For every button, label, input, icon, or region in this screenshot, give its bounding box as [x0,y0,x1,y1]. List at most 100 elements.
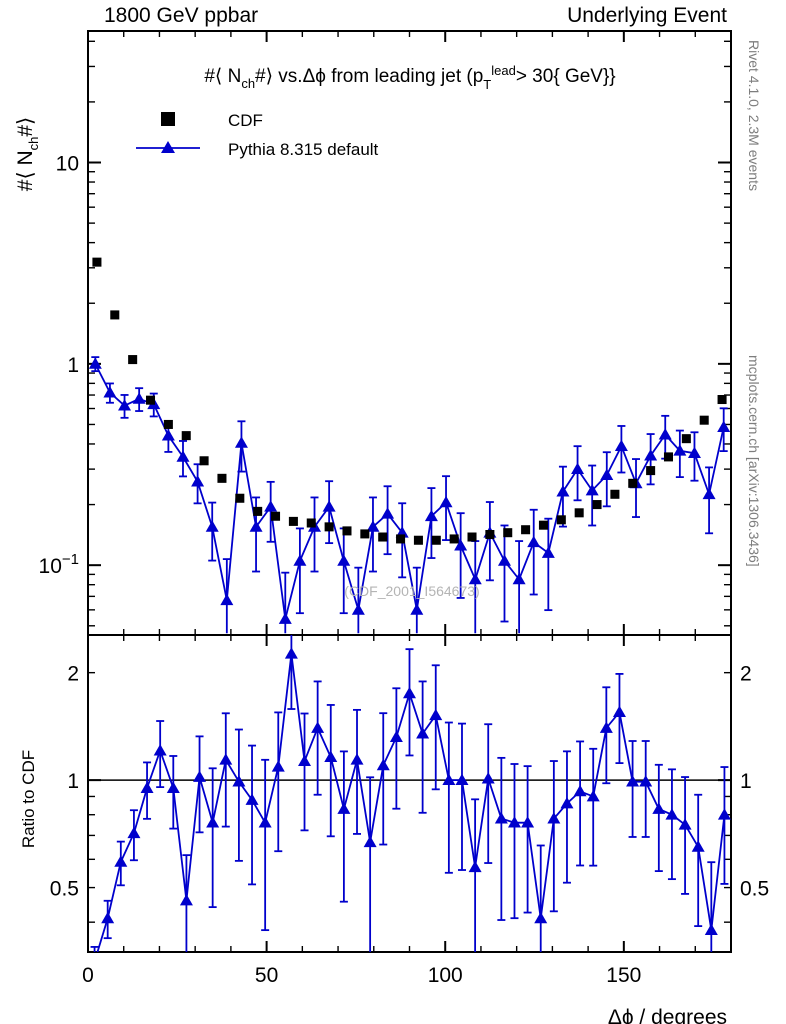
data-point-ratio [599,721,613,733]
legend-marker-square [161,112,175,126]
legend-marker-triangle [161,141,175,153]
data-point-ratio [206,816,220,828]
data-point-cdf [92,257,102,267]
side-label-bottom: mcplots.cern.ch [arXiv:1306.3436] [744,355,766,655]
data-point-cdf [699,415,709,425]
data-point-cdf [253,506,263,516]
data-point-pythia [103,386,117,398]
data-point-pythia [220,593,234,606]
data-point-cdf [610,489,620,499]
cdf-markers [92,257,727,545]
data-point-pythia [614,439,628,452]
title-part-lead: lead [491,63,516,78]
data-point-ratio [586,789,600,802]
data-point-pythia [687,446,701,459]
data-point-ratio [691,840,705,852]
data-point-ratio [101,911,115,924]
pythia-markers [88,357,731,624]
data-point-ratio [494,812,508,824]
data-point-cdf [717,395,727,405]
data-point-pythia [161,429,175,441]
data-point-ratio [376,758,390,771]
y-axis-label-main: #⟨ Nch#⟩ [14,117,41,191]
y-tick-label-right: 2 [740,663,752,686]
data-point-cdf [663,452,673,462]
x-tick-label: 50 [255,964,278,987]
x-axis-label: Δϕ / degrees [608,1006,727,1024]
y-tick-label: 1 [67,354,79,377]
y-tick-label: 10−1 [39,551,79,578]
data-point-cdf [217,473,227,483]
data-point-ratio [573,784,587,797]
data-point-cdf [431,535,441,545]
data-point-cdf [503,528,513,538]
data-point-pythia [673,444,687,456]
data-point-pythia [337,554,351,566]
data-point-pythia [118,399,132,411]
data-point-ratio [652,802,666,814]
data-point-pythia [658,428,672,440]
ylabel-part-sub: ch [26,137,41,151]
data-point-cdf [235,493,245,503]
title-part-a: #⟨ N [204,66,241,87]
pythia-errorbars [91,356,728,634]
data-point-cdf [449,534,459,544]
data-point-ratio [560,797,574,809]
data-point-cdf [396,534,406,544]
data-point-ratio [468,860,482,873]
data-point-pythia [381,507,395,519]
y-tick-label-right: 0.5 [740,878,769,901]
data-point-ratio [166,781,180,793]
data-point-ratio [350,753,364,765]
data-point-ratio [389,730,403,742]
data-point-pythia [88,357,102,369]
data-point-pythia [322,500,336,512]
data-point-ratio [271,760,285,772]
data-point-pythia [249,520,263,532]
header-right-label: Underlying Event [567,4,727,27]
data-point-ratio [337,802,351,814]
data-point-pythia [556,485,570,497]
legend-label: Pythia 8.315 default [228,140,379,159]
ratio-data [90,635,731,952]
data-point-cdf [199,456,209,466]
y-tick-label: 0.5 [50,878,79,901]
data-point-pythia [717,420,731,432]
data-point-cdf [288,516,298,526]
pythia-line [94,363,725,620]
main-panel: 10 1 10−1 [39,30,732,636]
data-point-pythia [512,572,526,585]
data-point-ratio [127,826,141,839]
data-point-cdf [467,532,477,542]
data-point-cdf [538,520,548,530]
data-point-cdf [521,525,531,535]
data-point-pythia [454,539,468,551]
data-point-ratio [626,775,640,787]
data-point-cdf [306,518,316,528]
data-point-cdf [128,355,138,365]
data-point-ratio [612,705,626,718]
mcplots-citation-label: mcplots.cern.ch [arXiv:1306.3436] [746,355,762,567]
x-tick-label: 0 [82,964,94,987]
data-point-cdf [556,515,566,525]
data-point-pythia [527,535,541,548]
data-point-pythia [205,520,219,532]
data-point-pythia [424,509,438,522]
data-point-ratio [219,753,233,765]
data-point-cdf [145,395,156,405]
data-point-pythia [293,554,307,566]
side-label-top: Rivet 4.1.0, 2.3M events [744,40,766,320]
y-tick-label: 2 [67,663,79,686]
data-point-ratio [665,808,679,820]
data-point-ratio [429,708,443,721]
data-point-cdf [163,419,173,429]
data-point-ratio [547,812,561,824]
data-point-ratio [455,773,469,785]
data-point-ratio [311,721,325,733]
header-bar: 1800 GeV ppbar Underlying Event [0,0,786,30]
data-point-pythia [278,612,292,624]
data-point-pythia [351,603,365,615]
x-tick-label: 150 [606,964,641,987]
data-point-cdf [360,529,370,539]
